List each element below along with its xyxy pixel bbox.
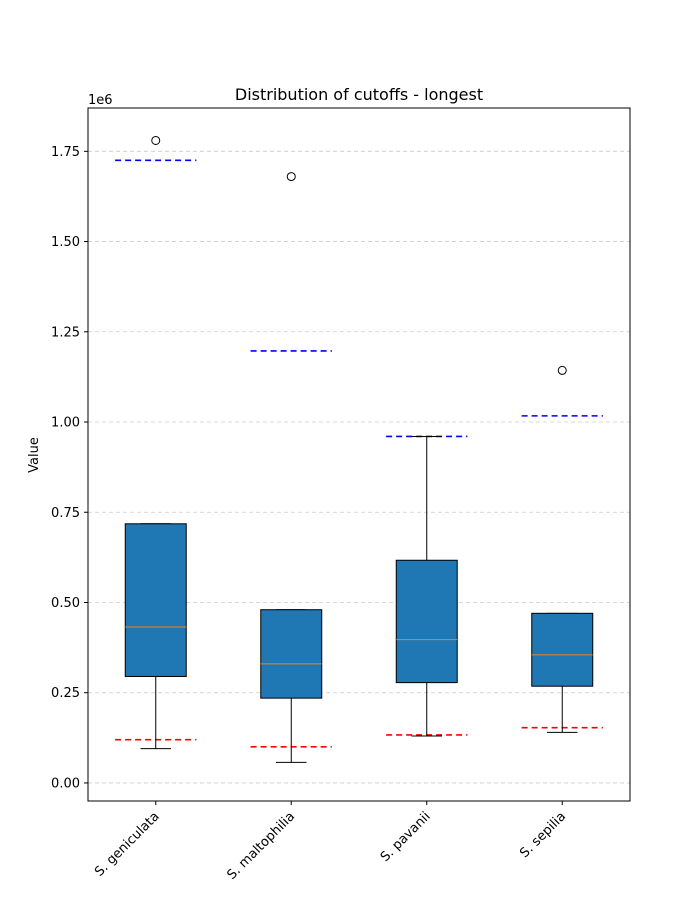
chart-title: Distribution of cutoffs - longest [235,85,483,104]
y-tick-label: 0.25 [51,686,80,701]
box-group [531,365,594,733]
box-group [260,172,323,763]
box-body [124,523,187,677]
y-tick-label: 0.00 [51,776,80,791]
plot-frame [87,107,631,802]
y-axis-label: Value [27,437,42,473]
y-tick-label: 1.50 [51,235,80,250]
box-group [395,435,458,737]
box-body [531,612,594,687]
x-tick-label: S. sepilia [517,809,569,861]
y-tick-label: 0.75 [51,506,80,521]
y-tick-label: 1.25 [51,325,80,340]
cutoff-layer [115,159,603,748]
outlier-point [286,172,296,182]
grid-layer [88,150,630,784]
box-group [124,135,187,750]
x-tick-label: S. geniculata [92,809,162,879]
box-body [395,559,458,684]
box-layer [124,135,594,763]
outlier-point [557,365,567,375]
box-body [260,609,323,699]
y-tick-label: 1.00 [51,416,80,431]
y-scale-label: 1e6 [88,93,113,108]
y-tick-label: 1.75 [51,145,80,160]
outlier-point [151,135,161,145]
y-axis: 0.00 0.25 0.50 0.75 1.00 1.25 1.50 1.75 [51,145,88,791]
x-axis: S. geniculata S. maltophilia S. pavanii S. … [92,801,569,883]
y-tick-label: 0.50 [51,596,80,611]
x-tick-label: S. pavanii [378,809,434,865]
x-tick-label: S. maltophilia [224,809,298,883]
